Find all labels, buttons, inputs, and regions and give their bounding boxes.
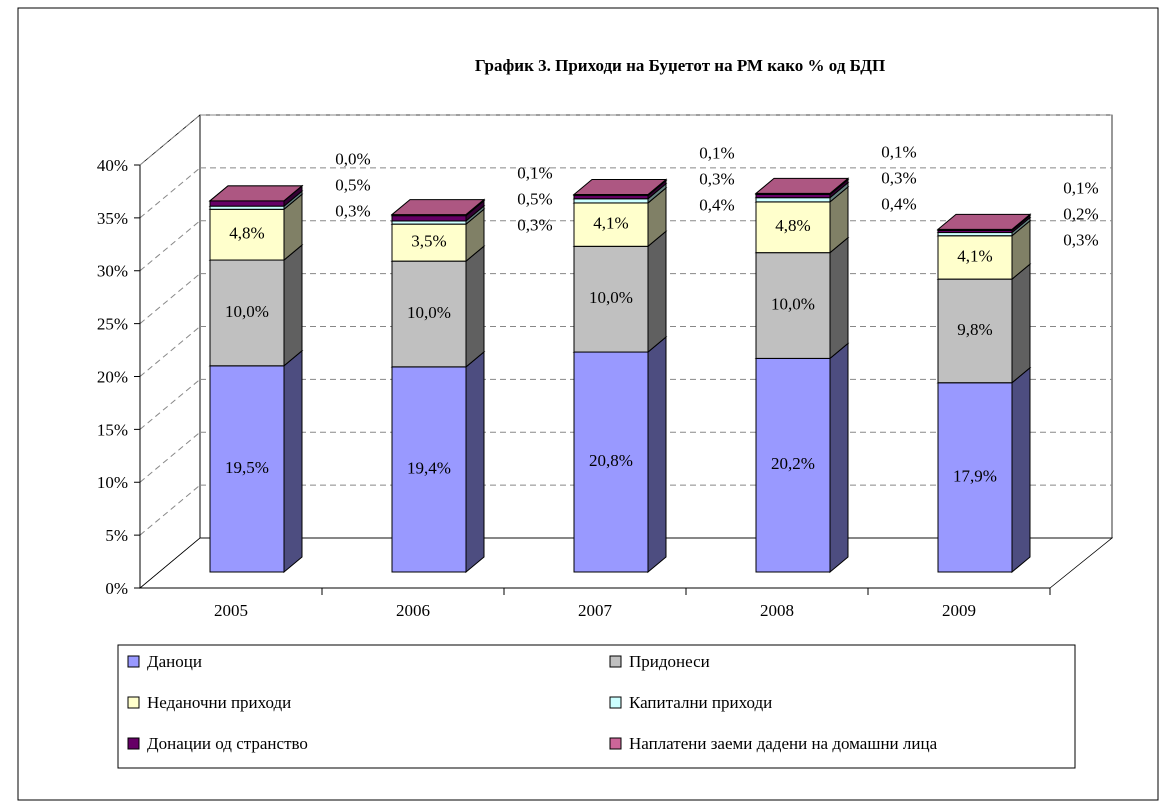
grid-line <box>139 378 201 430</box>
bar <box>209 200 285 207</box>
data-label: 10,0% <box>407 303 451 322</box>
bar-side <box>1011 366 1031 574</box>
bar <box>755 252 831 359</box>
data-label: 9,8% <box>957 320 992 339</box>
bar <box>209 208 285 261</box>
data-label: 0,4% <box>699 195 734 214</box>
data-label: 0,1% <box>517 163 552 182</box>
x-tick-label: 2006 <box>396 601 430 620</box>
bar-side <box>465 350 485 574</box>
data-label: 19,4% <box>407 458 451 477</box>
y-tick-label: 25% <box>97 315 128 334</box>
y-tick-label: 5% <box>105 526 128 545</box>
x-tick-label: 2007 <box>578 601 613 620</box>
bar <box>573 202 649 247</box>
data-label: 0,3% <box>517 215 552 234</box>
bar-side <box>647 230 667 354</box>
grid-line <box>139 273 201 325</box>
data-label: 0,5% <box>517 189 552 208</box>
grid-line <box>139 114 201 166</box>
data-label: 17,9% <box>953 466 997 485</box>
bar <box>937 382 1013 573</box>
legend-box <box>117 644 1076 769</box>
bar <box>937 235 1013 280</box>
legend-label: Капитални приходи <box>629 693 772 712</box>
data-label: 19,5% <box>225 458 269 477</box>
bar-top <box>754 177 850 194</box>
data-label: 0,3% <box>699 169 734 188</box>
data-label: 4,1% <box>957 246 992 265</box>
data-label: 0,1% <box>699 143 734 162</box>
data-label: 10,0% <box>771 294 815 313</box>
chart-title: График 3. Приходи на Буџетот на РМ како … <box>475 56 885 75</box>
grid-line <box>139 326 201 377</box>
bar <box>391 260 467 368</box>
legend-swatch <box>609 737 622 750</box>
bar <box>755 357 831 573</box>
x-tick-label: 2005 <box>214 601 248 620</box>
y-tick-label: 30% <box>97 262 128 281</box>
legend-swatch <box>609 696 622 709</box>
x-tick-label: 2009 <box>942 601 976 620</box>
data-label: 0,4% <box>881 194 916 213</box>
grid-line <box>139 167 201 219</box>
bar <box>391 366 467 573</box>
data-label: 0,3% <box>335 202 370 221</box>
y-tick-label: 40% <box>97 156 128 175</box>
data-label: 20,8% <box>589 451 633 470</box>
y-tick-label: 20% <box>97 367 128 386</box>
legend-label: Неданочни приходи <box>147 693 291 712</box>
data-label: 20,2% <box>771 454 815 473</box>
bar-top <box>208 185 304 202</box>
data-label: 10,0% <box>225 302 269 321</box>
data-label: 4,1% <box>593 214 628 233</box>
grid-line <box>139 220 201 272</box>
grid-line <box>139 431 201 483</box>
bar <box>209 365 285 573</box>
bar-side <box>283 243 303 367</box>
bar-side <box>283 349 303 574</box>
bar-top <box>936 213 1032 230</box>
bar <box>573 198 649 204</box>
bar-top <box>572 178 668 195</box>
legend-label: Донации од странство <box>147 734 308 753</box>
legend-label: Наплатени заеми дадени на домашни лица <box>629 734 938 753</box>
data-label: 0,3% <box>881 168 916 187</box>
bar-side <box>829 342 849 574</box>
data-label: 0,2% <box>1063 204 1098 223</box>
data-label: 3,5% <box>411 231 446 250</box>
data-label: 0,1% <box>881 142 916 161</box>
legend-label: Даноци <box>147 652 202 671</box>
y-tick-label: 35% <box>97 209 128 228</box>
legend-label: Придонеси <box>629 652 710 671</box>
y-tick-label: 0% <box>105 579 128 598</box>
bar <box>755 197 831 203</box>
bar-side <box>829 236 849 360</box>
bar-side <box>1011 263 1031 384</box>
bar <box>755 201 831 254</box>
bar <box>573 351 649 573</box>
legend-swatch <box>609 655 622 668</box>
y-tick-label: 10% <box>97 473 128 492</box>
bar <box>391 223 467 262</box>
bar <box>391 215 467 222</box>
bar-top <box>390 199 486 216</box>
grid-line <box>139 484 201 536</box>
y-tick-label: 15% <box>97 420 128 439</box>
data-label: 10,0% <box>589 288 633 307</box>
x-tick-label: 2008 <box>760 601 794 620</box>
data-label: 0,0% <box>335 150 370 169</box>
data-label: 0,1% <box>1063 178 1098 197</box>
bar-side <box>465 245 485 368</box>
data-label: 4,8% <box>775 216 810 235</box>
legend-swatch <box>127 696 140 709</box>
legend-swatch <box>127 655 140 668</box>
bar <box>209 259 285 367</box>
data-label: 4,8% <box>229 224 264 243</box>
legend-swatch <box>127 737 140 750</box>
bar-side <box>647 335 667 574</box>
data-label: 0,5% <box>335 176 370 195</box>
data-label: 0,3% <box>1063 230 1098 249</box>
